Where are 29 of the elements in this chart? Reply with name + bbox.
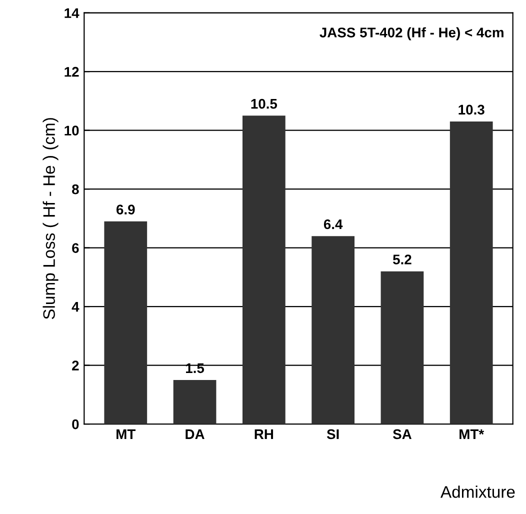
y-tick-label: 6 xyxy=(72,243,79,253)
bar xyxy=(242,116,286,424)
bar xyxy=(450,122,493,424)
x-tick-label: MT* xyxy=(460,429,484,439)
x-axis-title: Admixture xyxy=(440,486,515,498)
bar xyxy=(104,221,148,424)
data-label: 10.3 xyxy=(458,104,484,115)
y-tick-label: 4 xyxy=(72,302,80,312)
y-tick-label: 10 xyxy=(64,126,79,136)
bar xyxy=(380,271,424,424)
bar xyxy=(173,380,216,424)
data-label: 10.5 xyxy=(251,98,278,109)
y-tick-label: 12 xyxy=(64,66,79,77)
x-tick-label: SI xyxy=(326,429,339,440)
x-tick-label: MT xyxy=(116,429,136,439)
y-tick-label: 14 xyxy=(64,8,80,18)
x-tick-label: SA xyxy=(392,429,412,440)
y-axis-title: Slump Loss ( Hf - He ) (cm) xyxy=(42,118,58,320)
data-label: 6.4 xyxy=(324,219,343,230)
y-tick-label: 0 xyxy=(72,419,79,430)
annotation: JASS 5T-402 (Hf - He) < 4cm xyxy=(320,27,504,40)
data-label: 6.9 xyxy=(116,204,135,214)
data-label: 5.2 xyxy=(392,254,412,264)
data-label: 1.5 xyxy=(186,363,204,374)
y-tick-label: 2 xyxy=(72,360,79,370)
bar xyxy=(312,236,355,424)
y-tick-label: 8 xyxy=(72,184,79,194)
x-tick-label: DA xyxy=(186,429,204,439)
x-tick-label: RH xyxy=(254,429,274,439)
